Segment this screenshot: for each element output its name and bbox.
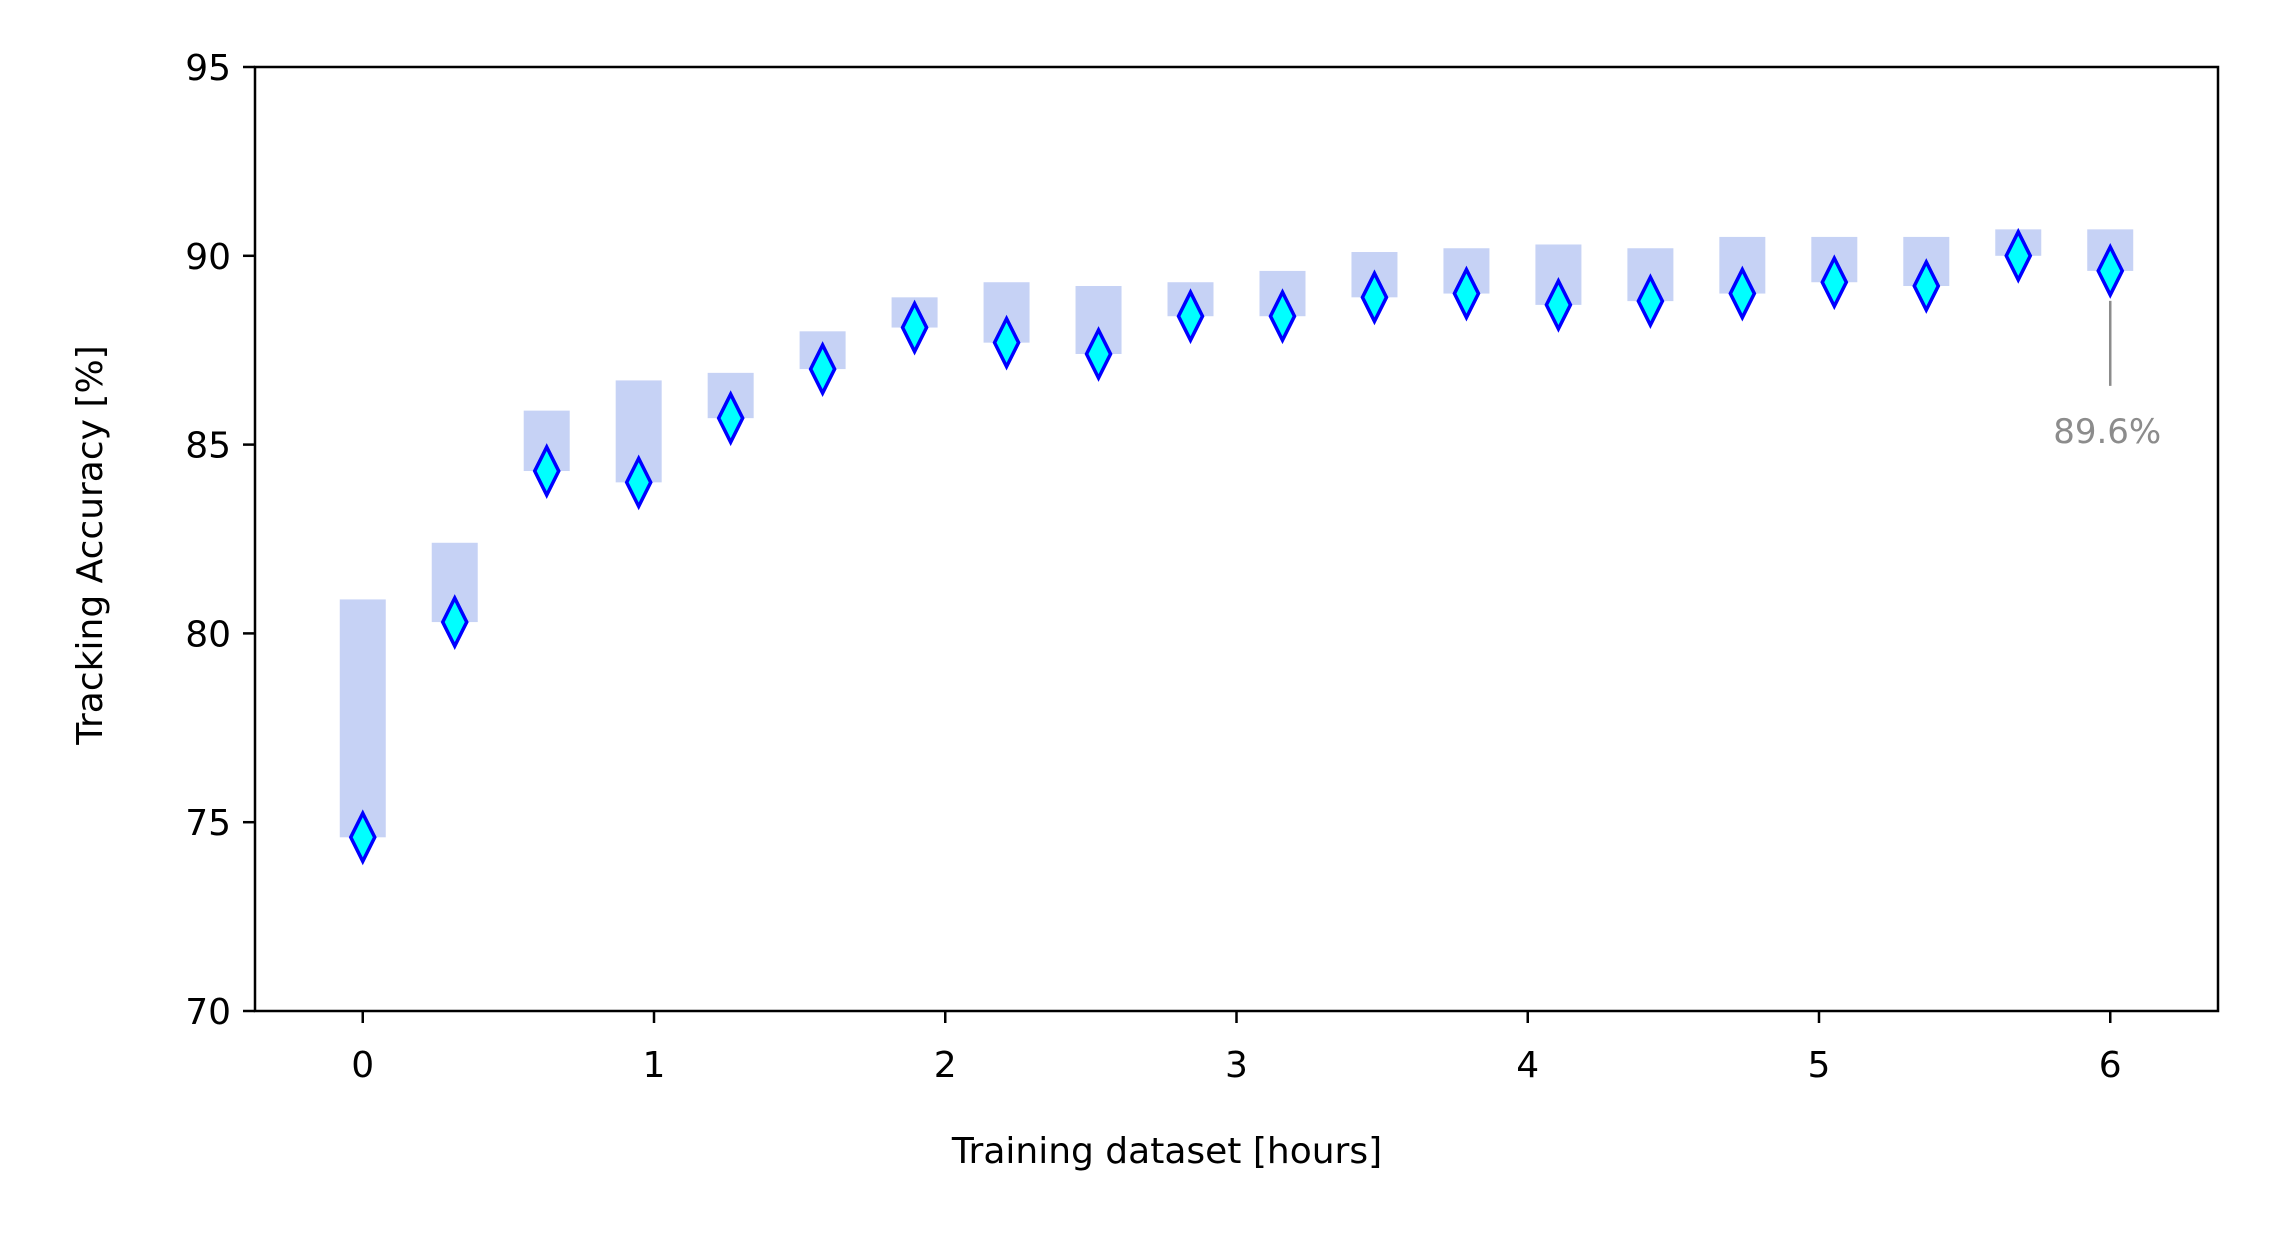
y-axis-title: Tracking Accuracy [%]: [70, 345, 111, 745]
bands-group: [339, 229, 2134, 838]
x-axis-title: Training dataset [hours]: [951, 1131, 1382, 1172]
data-point: [624, 454, 653, 511]
x-tick-label: 5: [1808, 1045, 1831, 1086]
data-point: [1176, 288, 1205, 345]
data-point: [2004, 227, 2033, 284]
data-point: [1728, 265, 1757, 322]
data-point: [1360, 269, 1389, 326]
range-bar: [339, 599, 386, 838]
data-point: [1820, 254, 1849, 311]
x-tick-label: 0: [351, 1045, 374, 1086]
y-tick-label: 75: [185, 803, 231, 844]
data-point: [2096, 242, 2125, 299]
annotation-group: 89.6%: [2053, 300, 2161, 452]
data-point: [992, 314, 1021, 371]
y-tick-label: 90: [185, 237, 231, 278]
y-tick-label: 95: [185, 48, 231, 89]
data-point: [1912, 258, 1941, 314]
x-tick-label: 2: [934, 1045, 957, 1086]
markers-group: [348, 227, 2125, 866]
axes-group: 0 1 2 3 4 5 6 70 75 80 85 90 95: [185, 48, 2220, 1086]
data-point: [1544, 276, 1573, 333]
data-point: [1636, 273, 1665, 330]
data-point: [1084, 326, 1113, 382]
x-tick-label: 4: [1516, 1045, 1539, 1086]
data-point: [900, 299, 929, 356]
data-point: [348, 809, 377, 866]
data-point: [716, 390, 745, 447]
plot-frame: [253, 65, 2220, 1013]
y-tick-label: 85: [185, 426, 231, 467]
data-point: [532, 443, 561, 499]
x-tick-label: 6: [2099, 1045, 2122, 1086]
data-point: [1268, 288, 1297, 345]
data-point: [440, 594, 469, 650]
data-point: [808, 341, 837, 397]
x-tick-label: 3: [1225, 1045, 1248, 1086]
x-tick-label: 1: [643, 1045, 666, 1086]
y-tick-label: 80: [185, 614, 231, 655]
annotation-label: 89.6%: [2053, 412, 2161, 452]
y-tick-label: 70: [185, 992, 231, 1033]
data-point: [1452, 265, 1481, 322]
